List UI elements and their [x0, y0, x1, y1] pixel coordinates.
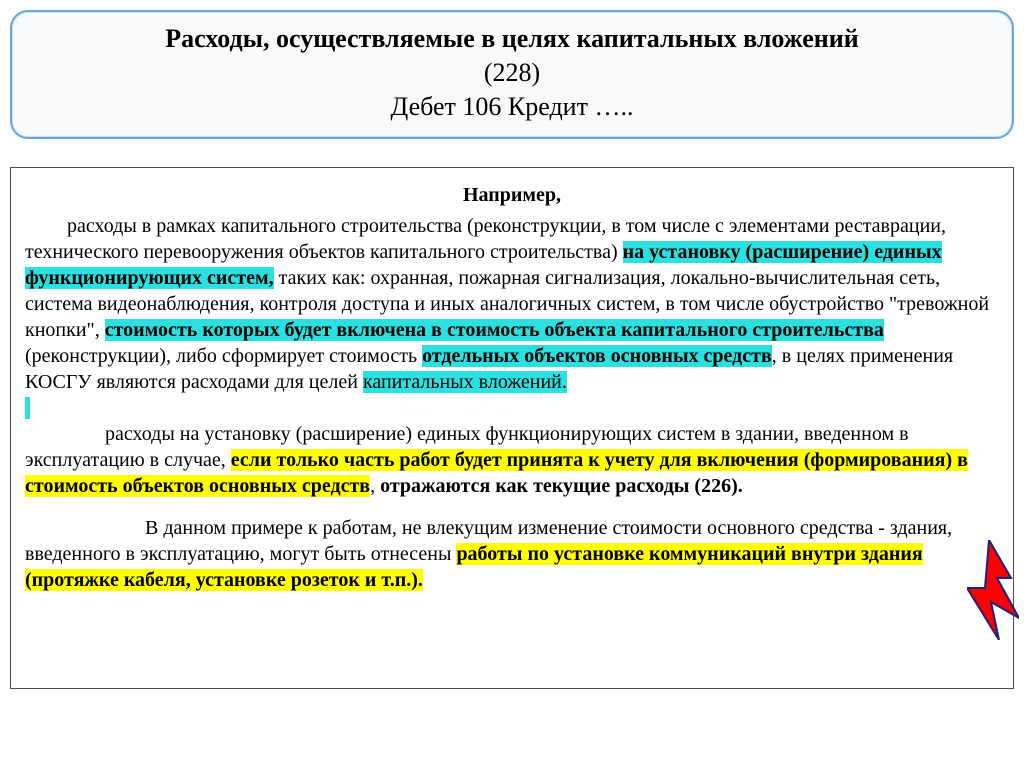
header-box: Расходы, осуществляемые в целях капиталь…	[10, 10, 1014, 139]
paragraph-2: расходы на установку (расширение) единых…	[25, 421, 999, 499]
p1-highlight-capital: капитальных вложений.	[363, 371, 567, 393]
header-title-line3: Дебет 106 Кредит …..	[32, 90, 992, 124]
p1-highlight-separate-objects: отдельных объектов основных средств	[422, 345, 772, 367]
header-title-line1: Расходы, осуществляемые в целях капиталь…	[32, 22, 992, 56]
p2-tail-comma: ,	[370, 475, 380, 497]
content-box: Например, расходы в рамках капитального …	[10, 167, 1014, 689]
example-label: Например,	[25, 184, 999, 207]
header-title-line2: (228)	[32, 56, 992, 90]
p1-highlight-cost-included: стоимость которых будет включена в стоим…	[105, 319, 884, 341]
cursor-line	[25, 395, 999, 421]
paragraph-3: В данном примере к работам, не влекущим …	[25, 515, 999, 593]
cursor-marker	[25, 397, 30, 419]
p2-bold-tail: отражаются как текущие расходы (226).	[380, 475, 743, 497]
paragraph-1: расходы в рамках капитального строительс…	[25, 213, 999, 395]
p1-mid2: (реконструкции), либо сформирует стоимос…	[25, 345, 422, 367]
